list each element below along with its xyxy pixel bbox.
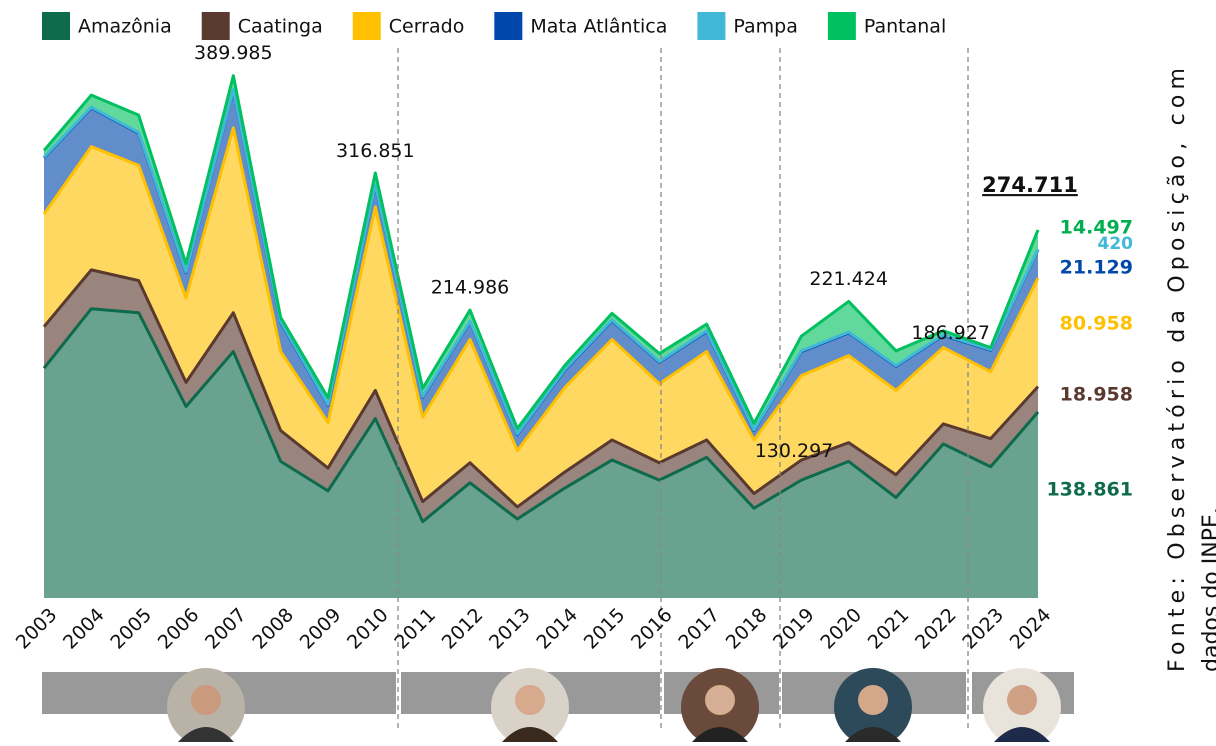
x-tick-label: 2012 (438, 604, 488, 654)
legend-swatch (828, 12, 856, 40)
x-tick-label: 2017 (674, 604, 724, 654)
legend-label: Cerrado (389, 16, 465, 38)
x-tick-label: 2005 (106, 604, 156, 654)
total-label: 274.711 (982, 173, 1078, 197)
x-tick-label: 2023 (958, 604, 1008, 654)
chart: Fonte: Observatório da Oposição, com dad… (0, 0, 1216, 742)
end-label: 18.958 (1060, 384, 1133, 406)
x-tick-label: 2003 (12, 604, 62, 654)
legend-swatch (697, 12, 725, 40)
x-tick-label: 2014 (532, 604, 582, 654)
total-label: 214.986 (431, 277, 510, 299)
total-label: 316.851 (336, 140, 415, 162)
x-tick-label: 2019 (769, 604, 819, 654)
x-tick-label: 2004 (59, 604, 109, 654)
x-tick-label: 2013 (485, 604, 535, 654)
x-tick-label: 2007 (201, 604, 251, 654)
end-label: 21.129 (1060, 257, 1133, 279)
plot (44, 76, 1038, 598)
x-tick-label: 2022 (911, 604, 961, 654)
total-label: 221.424 (809, 268, 888, 290)
x-tick-label: 2006 (154, 604, 204, 654)
source-note: Fonte: Observatório da Oposição, com (1165, 68, 1190, 672)
x-tick-label: 2024 (1006, 604, 1056, 654)
legend-swatch (42, 12, 70, 40)
legend-label: Mata Atlântica (530, 16, 667, 38)
total-label: 389.985 (194, 42, 273, 64)
x-tick-label: 2018 (722, 604, 772, 654)
legend-label: Pantanal (864, 16, 946, 38)
x-tick-label: 2021 (864, 604, 914, 654)
end-label: 14.497 (1060, 217, 1133, 239)
total-label: 186.927 (911, 322, 990, 344)
x-tick-label: 2016 (627, 604, 677, 654)
end-label: 80.958 (1060, 313, 1133, 335)
legend-swatch (494, 12, 522, 40)
x-tick-label: 2020 (816, 604, 866, 654)
source-note: dados do INPE. (1199, 507, 1216, 672)
total-label: 130.297 (755, 440, 834, 462)
x-tick-label: 2015 (580, 604, 630, 654)
legend-label: Caatinga (238, 16, 323, 38)
legend-swatch (353, 12, 381, 40)
end-label: 138.861 (1046, 479, 1133, 501)
legend-swatch (202, 12, 230, 40)
x-tick-label: 2008 (248, 604, 298, 654)
legend-label: Amazônia (78, 16, 172, 38)
legend-label: Pampa (733, 16, 797, 38)
presidency-bands (42, 668, 1074, 742)
x-tick-label: 2009 (296, 604, 346, 654)
x-tick-label: 2010 (343, 604, 393, 654)
